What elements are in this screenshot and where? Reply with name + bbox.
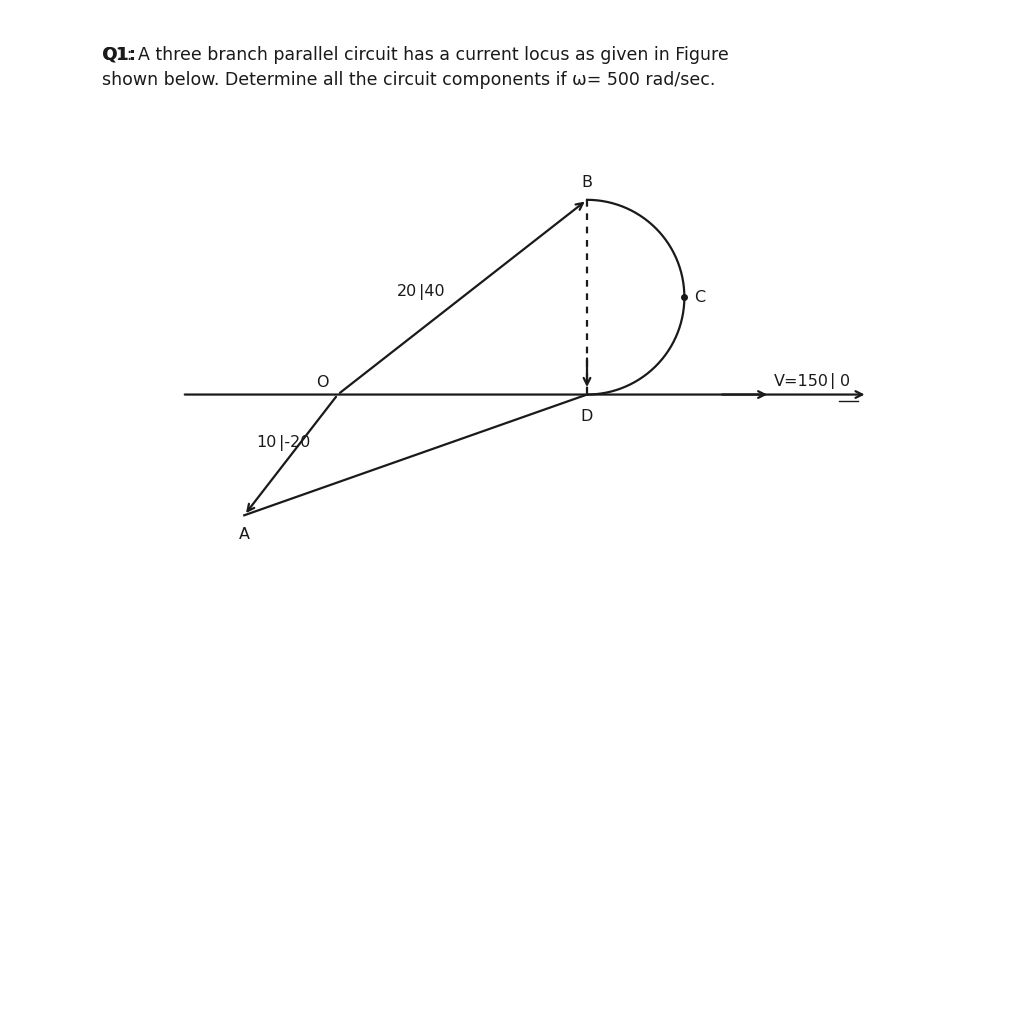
- Text: |40: |40: [419, 283, 444, 300]
- Text: D: D: [581, 408, 593, 424]
- Text: A: A: [239, 527, 250, 542]
- Text: 0: 0: [840, 374, 850, 389]
- Text: C: C: [693, 290, 705, 305]
- Text: Q1: A three branch parallel circuit has a current locus as given in Figure
shown: Q1: A three branch parallel circuit has …: [102, 46, 729, 88]
- Text: 20: 20: [397, 284, 417, 300]
- Text: Q1:: Q1:: [102, 46, 136, 64]
- Text: O: O: [315, 375, 329, 390]
- Text: B: B: [582, 176, 593, 190]
- Text: 10: 10: [257, 435, 276, 450]
- Text: V=150: V=150: [774, 374, 829, 389]
- Text: |: |: [830, 373, 836, 389]
- Text: |-20: |-20: [279, 435, 310, 451]
